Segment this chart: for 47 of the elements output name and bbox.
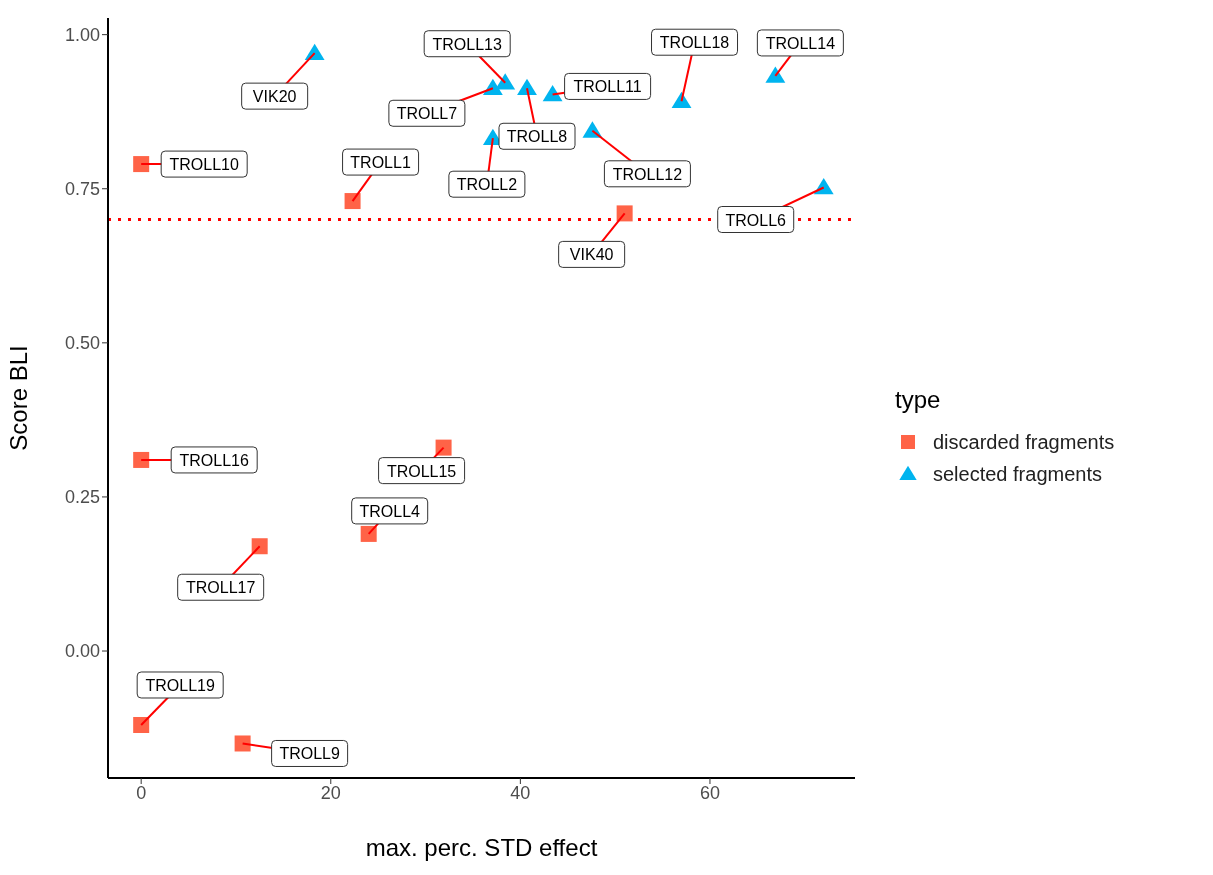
- point: [133, 451, 150, 468]
- legend-label: selected fragments: [933, 462, 1102, 486]
- y-tick-label: 0.75: [64, 179, 100, 200]
- annotation: TROLL18: [659, 34, 730, 52]
- point: [517, 78, 537, 96]
- annotation: VIK40: [569, 246, 614, 264]
- point: [765, 66, 786, 83]
- annotation: TROLL9: [279, 745, 340, 763]
- annotation: TROLL15: [386, 462, 457, 480]
- x-tick-label: 60: [699, 782, 720, 803]
- point: [133, 716, 150, 733]
- point: [542, 85, 563, 102]
- point: [616, 205, 633, 222]
- y-tick-label: 0.25: [64, 487, 100, 508]
- annotation: TROLL4: [359, 502, 421, 520]
- point: [234, 735, 251, 752]
- y-tick-label: 0.50: [64, 333, 100, 354]
- x-tick-label: 20: [320, 782, 341, 803]
- x-axis-title: max. perc. STD effect: [365, 834, 598, 861]
- y-tick-label: 0.00: [64, 641, 100, 662]
- y-axis-title: Score BLI: [4, 345, 32, 451]
- point: [495, 73, 516, 90]
- annotation: TROLL6: [725, 211, 787, 229]
- annotation: TROLL8: [506, 128, 568, 146]
- annotation: TROLL14: [765, 34, 836, 52]
- annotation: TROLL10: [169, 156, 239, 174]
- annotation: TROLL19: [145, 676, 215, 694]
- annotation: TROLL1: [350, 154, 411, 172]
- point: [344, 193, 361, 210]
- x-tick-label: 0: [136, 782, 147, 803]
- legend-title: type: [895, 386, 942, 414]
- annotation: TROLL7: [396, 105, 458, 123]
- annotation: TROLL13: [432, 35, 502, 53]
- legend-label: discarded fragments: [933, 430, 1115, 454]
- y-tick-label: 1.00: [64, 25, 100, 46]
- annotation: VIK20: [252, 88, 297, 106]
- point: [435, 439, 452, 456]
- point: [133, 156, 150, 173]
- annotation: TROLL17: [185, 579, 256, 597]
- x-tick-label: 40: [510, 782, 531, 803]
- annotation: TROLL11: [573, 78, 642, 96]
- point: [671, 91, 692, 109]
- point: [360, 525, 377, 542]
- annotation: TROLL12: [612, 165, 683, 183]
- annotation: TROLL2: [456, 176, 518, 194]
- point: [251, 538, 268, 555]
- annotation: TROLL16: [179, 451, 249, 469]
